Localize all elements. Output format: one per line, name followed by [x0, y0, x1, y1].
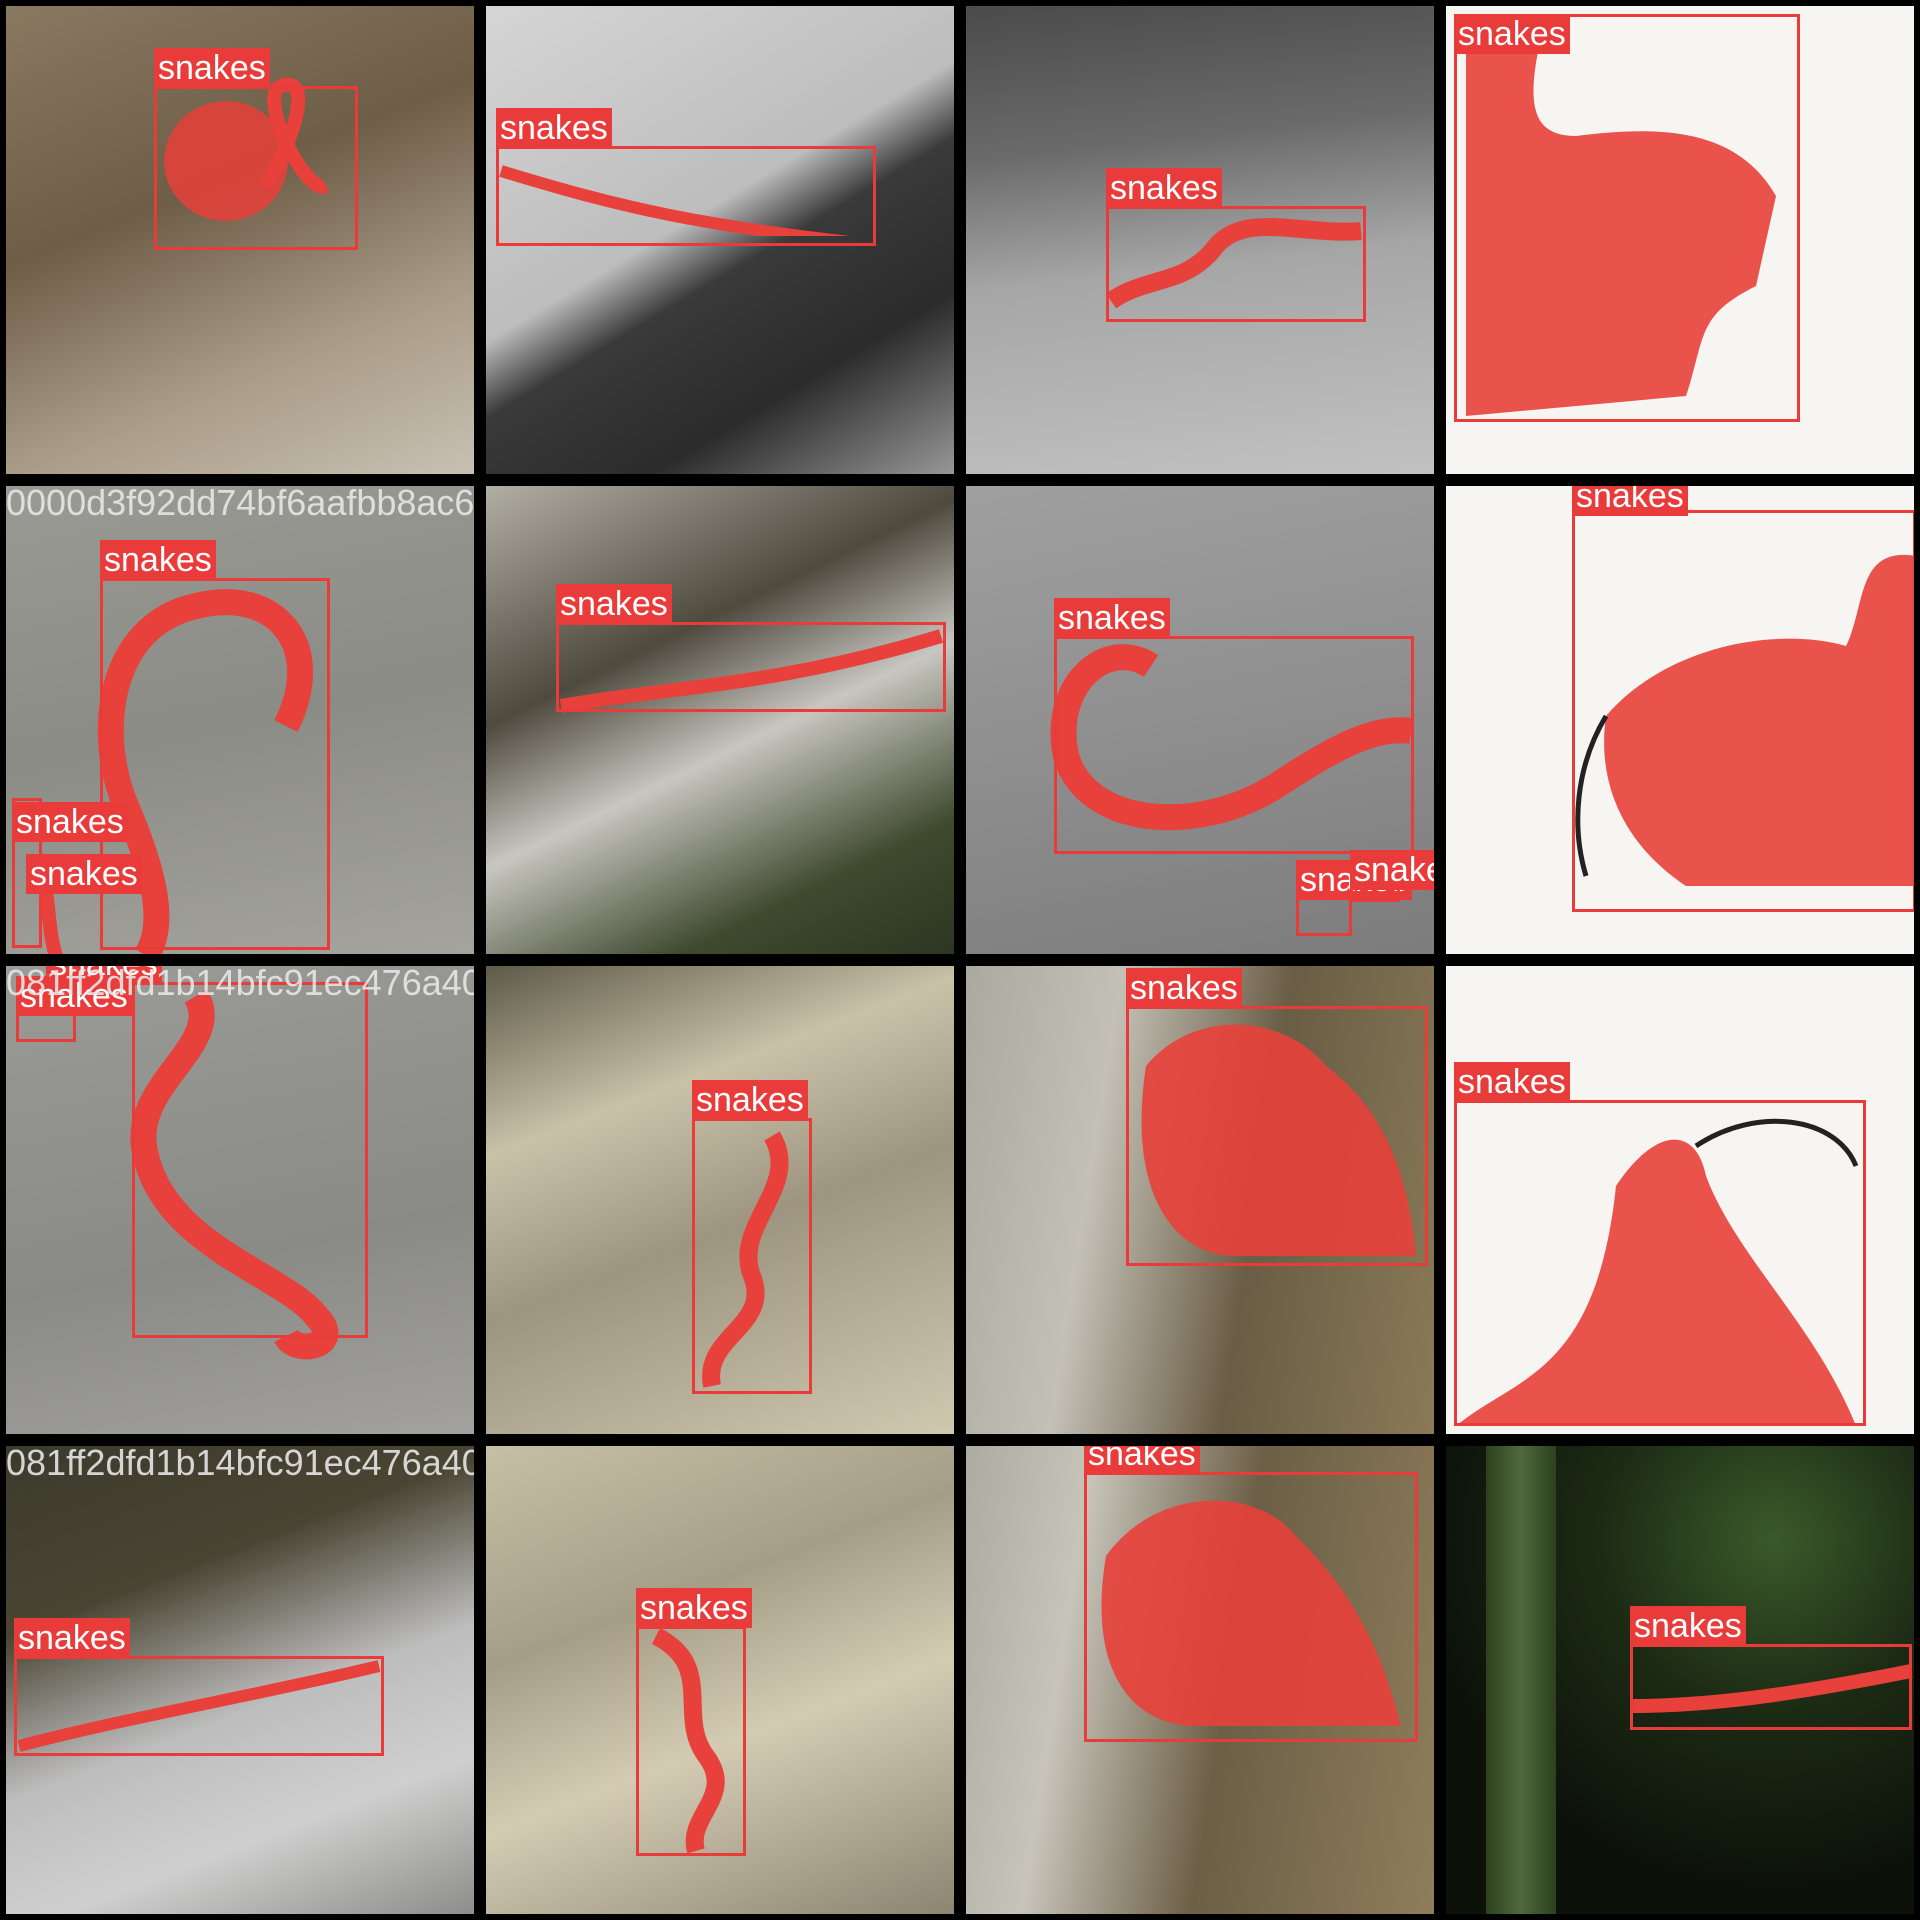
- bbox: [636, 1626, 746, 1856]
- bbox-label: snakes: [556, 584, 672, 624]
- bbox: [1126, 1006, 1428, 1266]
- filename-overlay: 0000d3f92dd74bf6aafbb8ac6e6...6288e47958…: [6, 486, 474, 523]
- tile-9: snakes snakes 081ff2dfd1b14bfc91ec476a40…: [0, 960, 480, 1440]
- snake-mask: [1050, 644, 1413, 831]
- snake-mask: [702, 1131, 789, 1388]
- bbox-label: snakes: [154, 48, 270, 88]
- bbox-label: snakes: [26, 854, 142, 894]
- snake-mask: [1630, 1664, 1913, 1713]
- filename-overlay: 081ff2dfd1b14bfc91ec476a40821f8256289e47…: [6, 966, 474, 1003]
- bbox-label: snakes: [636, 1588, 752, 1628]
- bbox-label: snakes: [1454, 1062, 1570, 1102]
- snake-mask: [1141, 1024, 1416, 1256]
- plant-stem: [1486, 1446, 1556, 1914]
- tile-7: snakes snakes snakes: [960, 480, 1440, 960]
- tile-10: snakes: [480, 960, 960, 1440]
- snake-mask: [1575, 554, 1914, 886]
- bbox-label: snakes: [496, 108, 612, 148]
- snake-mask: [499, 165, 850, 236]
- bbox-label: snakes: [1350, 850, 1434, 890]
- bbox-label: snakes: [1084, 1446, 1200, 1474]
- filename-overlay: 081ff2dfd1b14bfc91ec476a4082feab...b704a…: [6, 1446, 474, 1483]
- snake-mask: [1456, 1118, 1859, 1426]
- tile-2: snakes: [480, 0, 960, 480]
- bbox: [1630, 1644, 1912, 1730]
- bbox: [692, 1118, 812, 1394]
- tile-4: snakes: [1440, 0, 1920, 480]
- tile-6: snakes: [480, 480, 960, 960]
- snake-mask: [1101, 1500, 1401, 1726]
- snake-mask: [559, 629, 944, 713]
- tile-11: snakes: [960, 960, 1440, 1440]
- tile-5: snakes snakes snakes 0000d3f92dd74bf6aaf…: [0, 480, 480, 960]
- snake-mask: [1106, 218, 1362, 309]
- tile-16: snakes: [1440, 1440, 1920, 1920]
- tile-13: snakes 081ff2dfd1b14bfc91ec476a4082feab.…: [0, 1440, 480, 1920]
- tile-3: snakes: [960, 0, 1440, 480]
- bbox: [14, 1656, 384, 1756]
- bbox: [132, 982, 368, 1338]
- bbox-label: snakes: [12, 802, 128, 842]
- tile-14: snakes: [480, 1440, 960, 1920]
- bbox: [1572, 510, 1914, 912]
- bbox-label: snakes: [692, 1080, 808, 1120]
- snake-mask: [1466, 16, 1776, 416]
- bbox: [1106, 206, 1366, 322]
- bbox-label: snakes: [100, 540, 216, 580]
- tile-15: snakes: [960, 1440, 1440, 1920]
- bbox: [1454, 1100, 1866, 1426]
- snake-mask: [130, 989, 339, 1360]
- snake-mask: [651, 1627, 725, 1854]
- bbox-label: snakes: [1572, 486, 1688, 516]
- snake-mask: [17, 1660, 381, 1752]
- bbox: [100, 578, 330, 950]
- tile-8: snakes: [1440, 480, 1920, 960]
- bbox-label: snakes: [1054, 598, 1170, 638]
- bbox: [1454, 14, 1800, 422]
- bbox-label: snakes: [1630, 1606, 1746, 1646]
- bbox-label: snakes: [14, 1618, 130, 1658]
- tile-1: snakes: [0, 0, 480, 480]
- bbox: [1054, 636, 1414, 854]
- bbox-label: snakes: [16, 976, 132, 1016]
- bbox-label: snakes: [1126, 968, 1242, 1008]
- tile-12: snakes: [1440, 960, 1920, 1440]
- bbox-label: snakes: [1106, 168, 1222, 208]
- bbox: [556, 622, 946, 712]
- photo-steps: [486, 486, 954, 954]
- bbox: [154, 86, 358, 250]
- bbox-label: snakes: [1454, 14, 1570, 54]
- bbox: [496, 146, 876, 246]
- bbox: [1084, 1472, 1418, 1742]
